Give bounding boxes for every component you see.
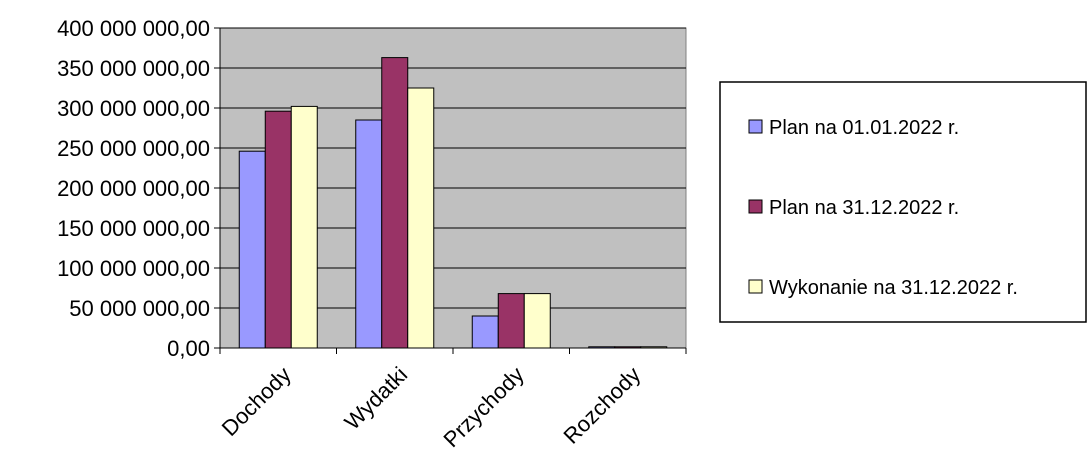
bar-3-dochody [290,105,318,349]
x-category-label: Dochody [217,362,296,441]
legend-label-2: Plan na 31.12.2022 r. [769,197,959,219]
y-tick-label: 100 000 000,00 [57,256,210,281]
bar-3-wydatki [407,87,435,349]
x-category-label: Wydatki [339,362,412,435]
bar-1-przychody [471,315,499,349]
x-category-label: Rozchody [558,362,645,449]
legend: Plan na 01.01.2022 r. Plan na 31.12.2022 … [719,81,1087,323]
bar-2-rozchody [614,346,642,349]
y-tick-label: 350 000 000,00 [57,56,210,81]
y-tick-label: 200 000 000,00 [57,176,210,201]
bar-1-rozchody [588,346,616,349]
plot-area: 0,00 50 000 000,00 100 000 000,00 150 000 0… [57,16,687,452]
y-tick-label: 0,00 [167,336,210,361]
bar-3-przychody [523,293,551,349]
bar-2-dochody [264,110,292,349]
legend-label-1: Plan na 01.01.2022 r. [769,117,959,139]
legend-swatch-3 [748,279,763,294]
y-tick-label: 150 000 000,00 [57,216,210,241]
legend-box [719,81,1087,323]
bar-2-przychody [497,293,525,349]
y-tick-label: 400 000 000,00 [57,16,210,41]
legend-swatch-2 [748,199,763,214]
y-tick-label: 50 000 000,00 [69,296,210,321]
bar-1-dochody [238,150,266,349]
bar-1-wydatki [355,119,383,349]
legend-label-3: Wykonanie na 31.12.2022 r. [769,277,1018,299]
x-category-label: Przychody [438,362,528,452]
bar-3-rozchody [640,346,668,349]
y-tick-label: 300 000 000,00 [57,96,210,121]
y-tick-label: 250 000 000,00 [57,136,210,161]
legend-swatch-1 [748,119,763,134]
bar-2-wydatki [381,57,409,349]
